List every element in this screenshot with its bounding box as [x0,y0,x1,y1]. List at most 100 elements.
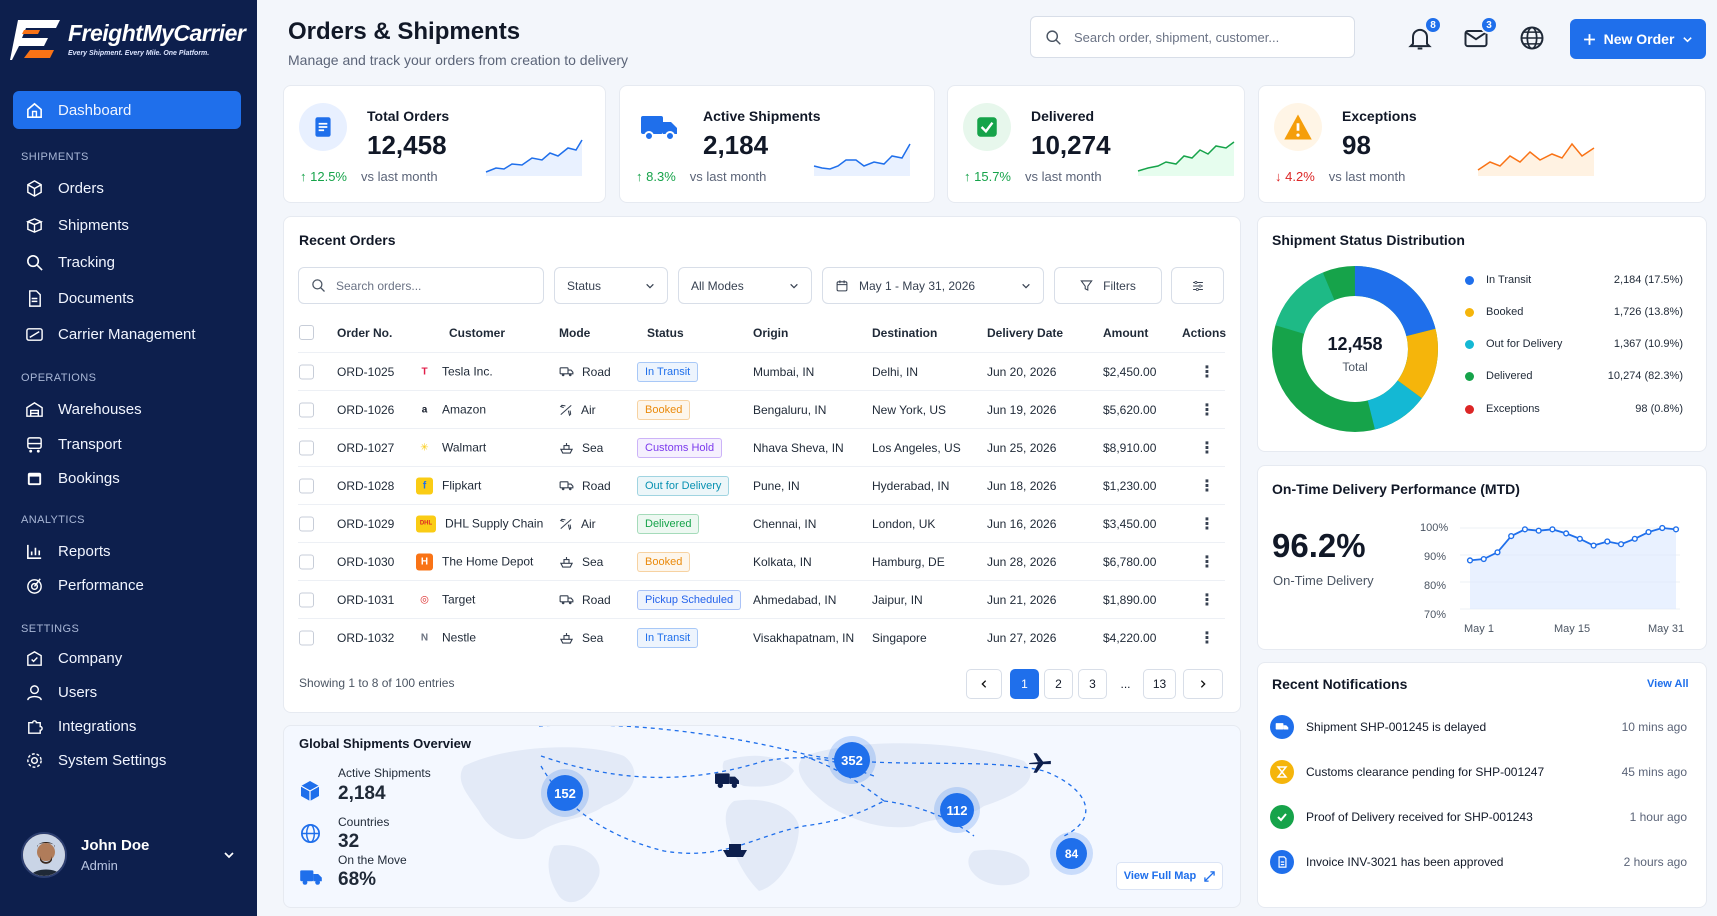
sidebar-item-documents[interactable]: Documents [13,279,241,317]
notification-item[interactable]: Shipment SHP-001245 is delayed 10 mins ag… [1270,715,1687,739]
date-range-picker[interactable]: May 1 - May 31, 2026 [822,267,1044,304]
row-actions-icon[interactable]: ⋮ [1199,591,1215,609]
table-row[interactable]: ORD-1028 f Flipkart Road Out for Delivery Pun… [298,466,1225,504]
order-number[interactable]: ORD-1028 [337,478,395,493]
table-row[interactable]: ORD-1032 N Nestle Sea In Transit Visakhapatna… [298,618,1225,656]
column-settings-button[interactable] [1171,267,1224,304]
sidebar-item-orders[interactable]: Orders [13,169,241,207]
notifications-card [1257,662,1707,908]
sidebar-item-performance[interactable]: Performance [13,566,241,604]
sidebar-item-bookings[interactable]: Bookings [13,459,241,497]
sidebar-item-dashboard[interactable]: Dashboard [13,91,241,129]
x-tick: May 15 [1554,623,1591,635]
new-order-button[interactable]: New Order [1570,19,1706,59]
plus-icon [1583,33,1595,45]
table-row[interactable]: ORD-1029 DHL DHL Supply Chain Air Delivered C… [298,504,1225,542]
map-hub-marker[interactable]: 352 [834,742,870,778]
sidebar-item-warehouses[interactable]: Warehouses [13,390,241,428]
column-header[interactable]: Status [647,326,684,340]
row-actions-icon[interactable]: ⋮ [1199,363,1215,381]
sidebar-item-system-settings[interactable]: System Settings [13,741,241,779]
sidebar-item-carrier-management[interactable]: Carrier Management [13,315,241,353]
order-number[interactable]: ORD-1031 [337,592,395,607]
order-number[interactable]: ORD-1027 [337,440,395,455]
prev-page-button[interactable] [966,669,1002,699]
column-header[interactable]: Amount [1103,326,1149,340]
data-point [1521,526,1529,533]
select-all-checkbox[interactable] [299,325,314,340]
column-header[interactable]: Origin [753,326,789,340]
column-header[interactable]: Order No. [337,326,393,340]
table-row[interactable]: ORD-1031 ◎ Target Road Pickup Scheduled Ahmed… [298,580,1225,618]
map-hub-marker[interactable]: 112 [940,793,974,827]
row-checkbox[interactable] [299,516,314,531]
mode-filter-select[interactable]: All Modes [678,267,812,304]
document-icon [29,289,41,307]
messages-button[interactable]: 3 [1462,16,1498,52]
kpi-card-active-shipments[interactable]: Active Shipments 2,184 ↑ 8.3% vs last mo… [619,85,935,203]
table-row[interactable]: ORD-1026 a Amazon Air Booked Bengaluru, IN New… [298,390,1225,428]
page-button[interactable]: 13 [1143,669,1176,699]
table-row[interactable]: ORD-1027 ✳ Walmart Sea Customs Hold Nhava She… [298,428,1225,466]
map-hub-marker[interactable]: 152 [547,775,583,811]
row-actions-icon[interactable]: ⋮ [1199,553,1215,571]
column-header[interactable]: Mode [559,326,591,340]
global-search-input[interactable] [1074,29,1334,45]
page-button[interactable]: 1 [1010,669,1039,699]
row-actions-icon[interactable]: ⋮ [1199,401,1215,419]
sidebar-item-shipments[interactable]: Shipments [13,206,241,244]
notification-item[interactable]: Invoice INV-3021 has been approved 2 hour… [1270,850,1687,874]
language-button[interactable] [1518,24,1546,52]
chevron-down-icon[interactable] [1682,34,1693,45]
brand-logo[interactable]: FreightMyCarrier Every Shipment. Every M… [10,14,246,62]
user-profile[interactable]: John Doe Admin [21,832,236,878]
next-page-button[interactable] [1183,669,1223,699]
column-header[interactable]: Customer [449,326,506,340]
kpi-card-exceptions[interactable]: Exceptions 98 ↓ 4.2% vs last month [1258,85,1706,203]
column-header[interactable]: Delivery Date [987,326,1064,340]
page-button[interactable]: 3 [1078,669,1107,699]
column-header[interactable]: Actions [1182,326,1227,340]
order-number[interactable]: ORD-1029 [337,516,395,531]
row-actions-icon[interactable]: ⋮ [1199,629,1215,647]
chevron-down-icon[interactable] [222,848,236,862]
sidebar-item-reports[interactable]: Reports [13,532,241,570]
table-row[interactable]: ORD-1025 T Tesla Inc. Road In Transit Mumbai,… [298,352,1225,390]
global-search[interactable] [1030,16,1355,58]
view-full-map-button[interactable]: View Full Map [1116,862,1223,890]
row-checkbox[interactable] [299,554,314,569]
row-checkbox[interactable] [299,592,314,607]
filters-button[interactable]: Filters [1054,267,1162,304]
sidebar-item-integrations[interactable]: Integrations [13,707,241,745]
table-row[interactable]: ORD-1030 H The Home Depot Sea Booked Kolkata,… [298,542,1225,580]
row-checkbox[interactable] [299,440,314,455]
row-checkbox[interactable] [299,478,314,493]
kpi-card-delivered[interactable]: Delivered 10,274 ↑ 15.7% vs last month [947,85,1245,203]
notification-item[interactable]: Customs clearance pending for SHP-001247… [1270,760,1687,784]
orders-search[interactable]: Search orders... [298,267,544,304]
status-badge: In Transit [637,627,699,648]
row-checkbox[interactable] [299,630,314,645]
sidebar-item-tracking[interactable]: Tracking [13,243,241,281]
column-header[interactable]: Destination [872,326,938,340]
sidebar-item-transport[interactable]: Transport [13,425,241,463]
kpi-card-total-orders[interactable]: Total Orders 12,458 ↑ 12.5% vs last mont… [283,85,606,203]
page-button[interactable]: 2 [1044,669,1073,699]
row-actions-icon[interactable]: ⋮ [1199,515,1215,533]
status-filter-select[interactable]: Status [554,267,668,304]
sidebar-item-users[interactable]: Users [13,673,241,711]
order-number[interactable]: ORD-1025 [337,364,395,379]
notifications-button[interactable]: 8 [1406,16,1442,52]
row-checkbox[interactable] [299,364,314,379]
row-actions-icon[interactable]: ⋮ [1199,477,1215,495]
map-hub-marker[interactable]: 84 [1056,838,1087,869]
row-checkbox[interactable] [299,402,314,417]
view-all-link[interactable]: View All [1647,678,1689,690]
sidebar-item-company[interactable]: Company [13,639,241,677]
order-number[interactable]: ORD-1032 [337,630,395,645]
notification-item[interactable]: Proof of Delivery received for SHP-00124… [1270,805,1687,829]
data-point [1535,527,1542,534]
order-number[interactable]: ORD-1030 [337,554,395,569]
row-actions-icon[interactable]: ⋮ [1199,439,1215,457]
order-number[interactable]: ORD-1026 [337,402,395,417]
